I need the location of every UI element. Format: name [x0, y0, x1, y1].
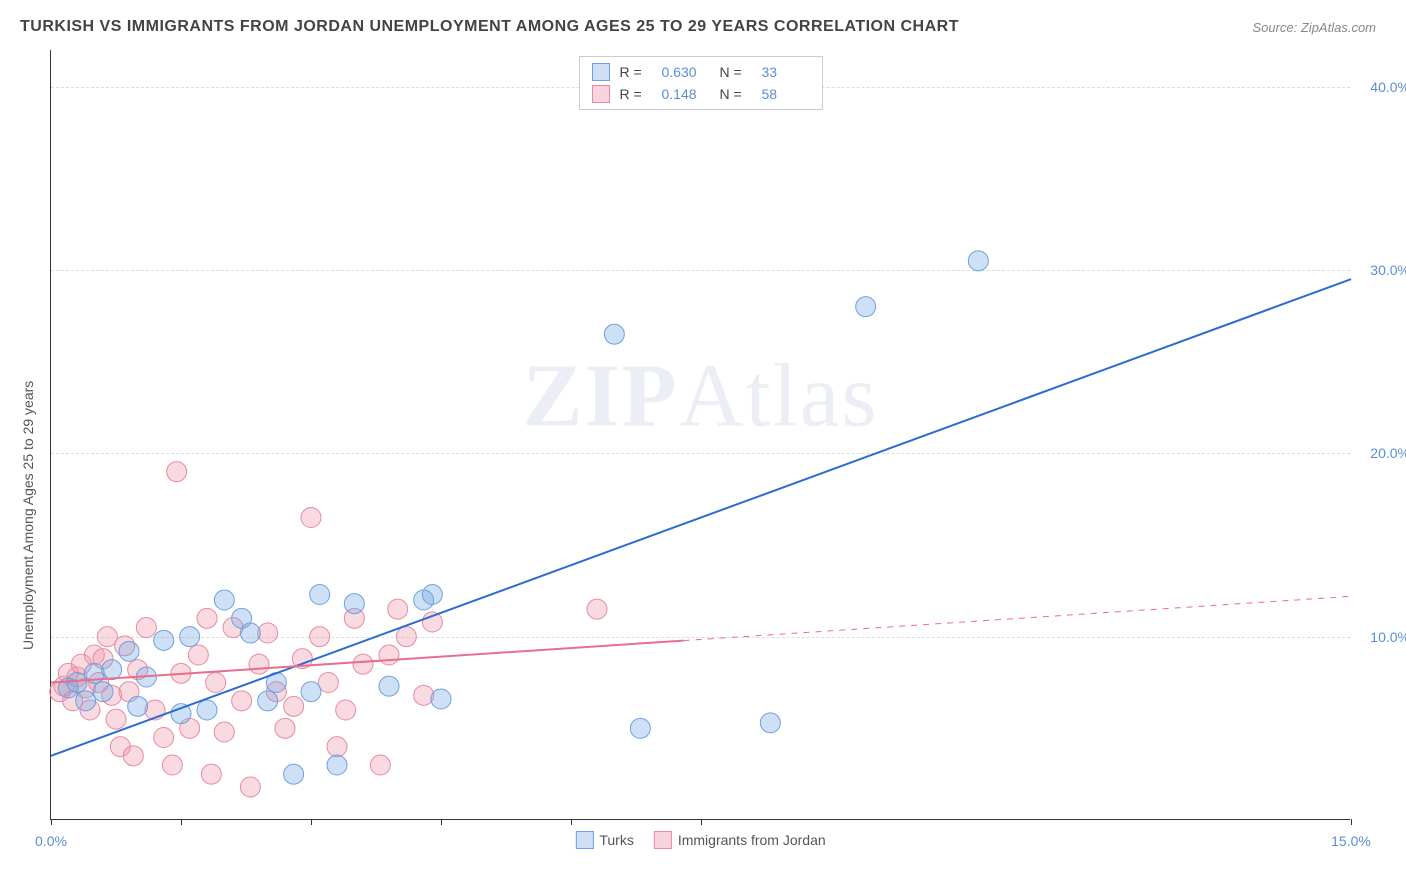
data-point: [214, 590, 234, 610]
data-point: [388, 599, 408, 619]
data-point: [414, 685, 434, 705]
data-point: [587, 599, 607, 619]
source-attribution: Source: ZipAtlas.com: [1252, 20, 1376, 35]
data-point: [154, 728, 174, 748]
data-point: [760, 713, 780, 733]
n-value-jordan: 58: [762, 86, 810, 102]
data-point: [318, 673, 338, 693]
data-point: [604, 324, 624, 344]
x-tick-mark: [441, 819, 442, 825]
y-tick-label: 30.0%: [1370, 262, 1406, 278]
x-tick-mark: [181, 819, 182, 825]
data-point: [76, 691, 96, 711]
data-point: [197, 608, 217, 628]
data-point: [106, 709, 126, 729]
data-point: [379, 645, 399, 665]
r-label: R =: [620, 64, 652, 80]
swatch-turks: [592, 63, 610, 81]
x-tick-mark: [1351, 819, 1352, 825]
trend-line: [51, 641, 684, 683]
data-point: [119, 641, 139, 661]
y-axis-label: Unemployment Among Ages 25 to 29 years: [20, 381, 36, 650]
stats-row-turks: R = 0.630 N = 33: [592, 61, 810, 83]
data-point: [167, 462, 187, 482]
x-tick-mark: [701, 819, 702, 825]
r-value-turks: 0.630: [662, 64, 710, 80]
legend-item-turks: Turks: [575, 831, 633, 849]
swatch-jordan: [592, 85, 610, 103]
stats-row-jordan: R = 0.148 N = 58: [592, 83, 810, 105]
trend-line-extrapolated: [684, 596, 1351, 640]
data-point: [327, 737, 347, 757]
data-point: [856, 297, 876, 317]
data-point: [431, 689, 451, 709]
data-point: [301, 682, 321, 702]
data-point: [310, 627, 330, 647]
data-point: [93, 682, 113, 702]
n-value-turks: 33: [762, 64, 810, 80]
plot-area: ZIPAtlas R = 0.630 N = 33 R = 0.148 N = …: [50, 50, 1350, 820]
y-tick-label: 10.0%: [1370, 629, 1406, 645]
data-point: [214, 722, 234, 742]
data-point: [284, 764, 304, 784]
data-point: [630, 718, 650, 738]
data-point: [240, 777, 260, 797]
data-point: [201, 764, 221, 784]
data-point: [123, 746, 143, 766]
data-point: [136, 618, 156, 638]
x-tick-mark: [571, 819, 572, 825]
n-label: N =: [720, 64, 752, 80]
data-point: [353, 654, 373, 674]
legend-label-turks: Turks: [599, 832, 633, 848]
data-point: [344, 594, 364, 614]
x-tick-label: 15.0%: [1331, 833, 1371, 849]
data-point: [206, 673, 226, 693]
data-point: [301, 508, 321, 528]
chart-container: TURKISH VS IMMIGRANTS FROM JORDAN UNEMPL…: [0, 0, 1406, 892]
data-point: [232, 691, 252, 711]
data-point: [336, 700, 356, 720]
data-point: [284, 696, 304, 716]
data-point: [67, 673, 87, 693]
y-tick-label: 40.0%: [1370, 79, 1406, 95]
data-point: [197, 700, 217, 720]
data-point: [180, 627, 200, 647]
n-label: N =: [720, 86, 752, 102]
data-point: [188, 645, 208, 665]
data-point: [128, 696, 148, 716]
legend-item-jordan: Immigrants from Jordan: [654, 831, 826, 849]
data-point: [370, 755, 390, 775]
data-point: [154, 630, 174, 650]
y-tick-label: 20.0%: [1370, 445, 1406, 461]
data-point: [102, 660, 122, 680]
data-point: [327, 755, 347, 775]
legend-label-jordan: Immigrants from Jordan: [678, 832, 826, 848]
stats-legend-box: R = 0.630 N = 33 R = 0.148 N = 58: [579, 56, 823, 110]
legend-swatch-turks: [575, 831, 593, 849]
data-point: [240, 623, 260, 643]
data-point: [275, 718, 295, 738]
data-point: [162, 755, 182, 775]
data-point: [97, 627, 117, 647]
data-point: [968, 251, 988, 271]
r-label: R =: [620, 86, 652, 102]
data-point: [171, 704, 191, 724]
data-point: [310, 585, 330, 605]
data-point: [422, 585, 442, 605]
data-point: [379, 676, 399, 696]
data-point: [258, 691, 278, 711]
x-tick-label: 0.0%: [35, 833, 67, 849]
trend-line: [51, 279, 1351, 756]
r-value-jordan: 0.148: [662, 86, 710, 102]
scatter-svg: [51, 50, 1350, 819]
data-point: [396, 627, 416, 647]
data-point: [249, 654, 269, 674]
x-tick-mark: [51, 819, 52, 825]
legend-bottom: Turks Immigrants from Jordan: [575, 831, 825, 849]
legend-swatch-jordan: [654, 831, 672, 849]
chart-title: TURKISH VS IMMIGRANTS FROM JORDAN UNEMPL…: [20, 18, 959, 36]
x-tick-mark: [311, 819, 312, 825]
